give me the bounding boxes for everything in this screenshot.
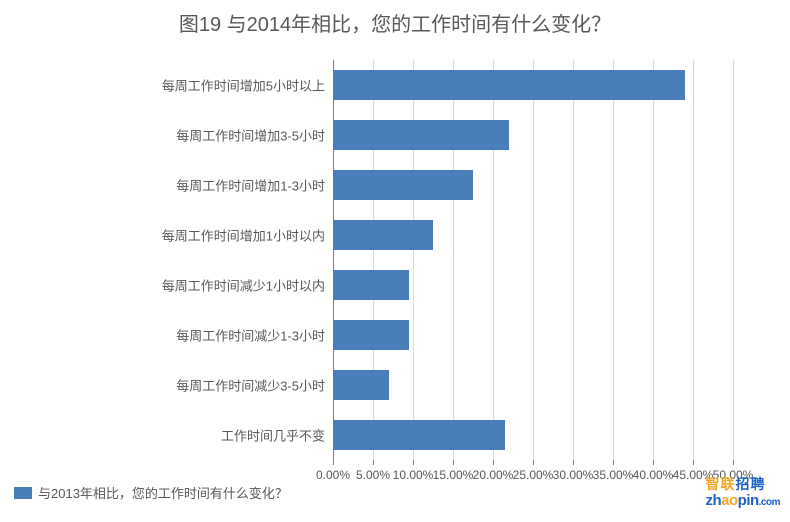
bar — [333, 170, 473, 200]
x-tick-label: 5.00% — [356, 468, 390, 482]
chart-row: 每周工作时间增加5小时以上 — [0, 70, 790, 100]
chart-row: 每周工作时间减少3-5小时 — [0, 370, 790, 400]
x-tick — [693, 460, 694, 465]
x-tick — [373, 460, 374, 465]
x-tick-label: 10.00% — [393, 468, 434, 482]
watermark-en-ao: ao — [721, 492, 738, 509]
x-tick — [613, 460, 614, 465]
x-tick-label: 40.00% — [633, 468, 674, 482]
watermark-en-dotcom: .com — [759, 497, 780, 508]
chart-row: 工作时间几乎不变 — [0, 420, 790, 450]
watermark-en-h: h — [712, 492, 721, 509]
x-tick — [453, 460, 454, 465]
bar — [333, 70, 685, 100]
x-tick-label: 0.00% — [316, 468, 350, 482]
category-label: 每周工作时间增加5小时以上 — [162, 76, 325, 95]
watermark-en-pin: pin — [738, 492, 759, 509]
bar — [333, 220, 433, 250]
x-tick — [493, 460, 494, 465]
chart-row: 每周工作时间增加1小时以内 — [0, 220, 790, 250]
bar — [333, 270, 409, 300]
legend-swatch — [14, 487, 32, 499]
x-tick — [573, 460, 574, 465]
category-label: 工作时间几乎不变 — [221, 426, 325, 445]
x-tick — [653, 460, 654, 465]
category-label: 每周工作时间增加1-3小时 — [176, 176, 325, 195]
watermark-logo: 智联招聘 zhaopin.com — [705, 477, 780, 508]
chart-row: 每周工作时间减少1小时以内 — [0, 270, 790, 300]
bar — [333, 420, 505, 450]
x-tick-label: 25.00% — [513, 468, 554, 482]
category-label: 每周工作时间增加3-5小时 — [176, 126, 325, 145]
category-label: 每周工作时间减少1-3小时 — [176, 326, 325, 345]
bar — [333, 120, 509, 150]
chart-row: 每周工作时间增加1-3小时 — [0, 170, 790, 200]
x-tick — [733, 460, 734, 465]
legend: 与2013年相比，您的工作时间有什么变化？ — [14, 483, 288, 502]
category-label: 每周工作时间增加1小时以内 — [162, 226, 325, 245]
chart-title: 图19 与2014年相比，您的工作时间有什么变化？ — [0, 8, 790, 37]
bar — [333, 320, 409, 350]
category-label: 每周工作时间减少3-5小时 — [176, 376, 325, 395]
legend-label: 与2013年相比，您的工作时间有什么变化？ — [38, 483, 288, 502]
bar — [333, 370, 389, 400]
x-tick-label: 30.00% — [553, 468, 594, 482]
chart-row: 每周工作时间增加3-5小时 — [0, 120, 790, 150]
watermark-cn2: 招聘 — [735, 476, 765, 492]
x-tick — [413, 460, 414, 465]
x-tick-label: 20.00% — [473, 468, 514, 482]
category-label: 每周工作时间减少1小时以内 — [162, 276, 325, 295]
x-tick — [333, 460, 334, 465]
x-tick-label: 35.00% — [593, 468, 634, 482]
chart-area: 每周工作时间增加5小时以上每周工作时间增加3-5小时每周工作时间增加1-3小时每… — [0, 60, 790, 460]
x-tick-label: 15.00% — [433, 468, 474, 482]
chart-row: 每周工作时间减少1-3小时 — [0, 320, 790, 350]
watermark-cn1: 智联 — [705, 476, 735, 492]
x-tick — [533, 460, 534, 465]
